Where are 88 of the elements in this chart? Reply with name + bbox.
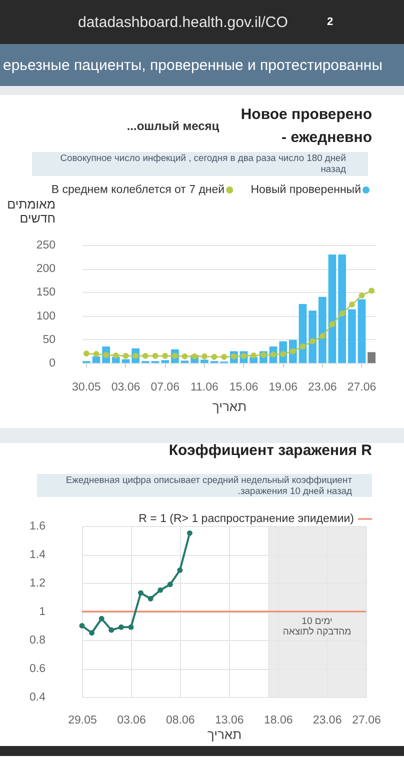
point <box>118 624 124 630</box>
y-tick-label: 1.6 <box>30 520 46 532</box>
x-tick-label: 23.06 <box>308 382 337 394</box>
y-tick-label: 1 <box>39 606 46 618</box>
y-tick-label: 0.4 <box>30 692 46 704</box>
point <box>319 333 326 340</box>
point <box>108 627 114 633</box>
bar <box>200 360 208 363</box>
point <box>339 310 346 316</box>
x-tick-label: 27.06 <box>352 714 381 726</box>
chart-title: Новое проверено - ежедневно <box>240 106 372 146</box>
legend-label: Новый проверенный <box>250 184 361 196</box>
point <box>300 343 306 350</box>
y-tick-label: 150 <box>36 286 56 299</box>
text: ...ошлый месяц <box>126 119 220 133</box>
point <box>138 590 144 596</box>
y-tick-label: 250 <box>36 240 56 252</box>
y-tick-label: 1.2 <box>30 578 46 590</box>
point <box>98 616 104 622</box>
point <box>89 630 95 636</box>
x-tick-label: 23.06 <box>312 714 342 726</box>
x-tick-label: 11.06 <box>190 382 218 394</box>
bar <box>338 254 346 363</box>
x-tick-label: 30.05 <box>72 382 101 394</box>
point <box>192 353 198 360</box>
point <box>250 352 257 358</box>
bar <box>328 254 336 363</box>
x-tick-label: 18.06 <box>264 714 293 726</box>
point <box>142 352 148 359</box>
y-tick-label: 0.6 <box>30 663 46 675</box>
chart-title: Коэффициент заражения R <box>168 442 372 459</box>
point <box>152 352 158 359</box>
point <box>93 351 100 358</box>
x-axis-title: תאריך <box>207 727 242 742</box>
y-tick-label: 50 <box>42 334 56 346</box>
point <box>79 623 85 628</box>
x-tick-label: 03.06 <box>111 382 140 394</box>
point <box>122 352 129 359</box>
chart-subtitle: Совокупное число инфекций , сегодня в два раза число 180 дней назад <box>60 152 347 174</box>
point <box>83 350 90 357</box>
bar <box>161 360 170 363</box>
point <box>167 582 173 588</box>
bar <box>318 296 326 363</box>
y-tick-label: 1.4 <box>30 549 46 561</box>
point <box>162 352 168 359</box>
x-tick-label: 13.06 <box>215 714 244 726</box>
x-tick-label: 29.05 <box>68 714 97 726</box>
point <box>211 354 218 360</box>
band-label: 10 ימים מהדבקה לתוצאה <box>282 616 352 638</box>
bar <box>122 359 130 363</box>
y-tick-label: 200 <box>36 263 56 276</box>
bar <box>298 304 307 363</box>
chart-subtitle: Ежедневная цифра описывает средний недельный коэффициент .заражения 10 дней назад <box>66 474 353 496</box>
point <box>310 338 316 344</box>
text: datadashboard.health.gov.il/CO <box>78 14 288 31</box>
y-tick-label: 0 <box>49 358 56 370</box>
bar <box>92 356 100 363</box>
bar <box>368 352 376 363</box>
point <box>182 353 188 360</box>
x-tick-label: 03.06 <box>117 714 146 726</box>
text: 2 <box>326 16 334 28</box>
y-axis-title: מאומתים חדשים <box>7 198 56 226</box>
point <box>148 596 154 602</box>
bar <box>358 299 366 363</box>
y-tick-label: 100 <box>36 310 56 322</box>
text: ерьезные пациенты, проверенные и протестированны <box>3 57 382 74</box>
x-tick-label: 27.06 <box>347 382 376 394</box>
x-tick-label: 08.06 <box>166 714 195 726</box>
x-axis-title: תאריך <box>212 399 247 414</box>
point <box>348 301 355 308</box>
point <box>177 567 183 573</box>
y-tick-label: 0.8 <box>30 634 46 646</box>
bar <box>308 310 317 363</box>
legend-label: R = 1 (R> 1 распространение эпидемии) <box>138 513 354 525</box>
point <box>112 352 119 358</box>
x-tick-label: 07.06 <box>150 382 180 394</box>
point <box>358 292 365 298</box>
point <box>368 288 375 294</box>
point <box>186 530 192 536</box>
point <box>329 321 336 328</box>
x-tick-label: 19.06 <box>268 382 298 394</box>
point <box>128 624 134 630</box>
bar <box>348 309 356 363</box>
x-tick-label: 15.06 <box>229 382 258 394</box>
legend-label: В среднем колеблется от 7 дней <box>51 184 225 196</box>
point <box>158 587 164 593</box>
point <box>221 354 228 360</box>
point <box>201 353 208 360</box>
